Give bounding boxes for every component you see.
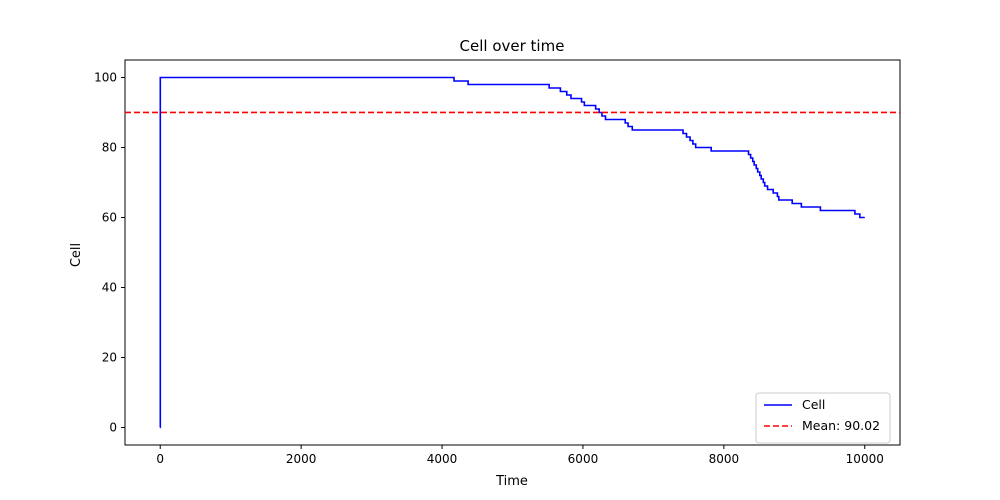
y-tick-label: 100 [94,71,117,85]
x-axis-label: Time [495,474,528,489]
legend: Cell Mean: 90.02 [755,392,891,444]
chart-title: Cell over time [460,37,565,55]
x-tick-label: 10000 [846,452,884,466]
x-tick-label: 6000 [568,452,599,466]
series-line-cell [159,76,865,429]
y-tick-label: 40 [102,281,117,295]
plot-frame [124,59,901,446]
y-tick-label: 20 [102,351,117,365]
series-layer [125,76,900,429]
x-tick-label: 0 [156,452,164,466]
legend-label-cell: Cell [802,397,825,412]
legend-label-mean: Mean: 90.02 [802,418,880,433]
x-tick-label: 4000 [427,452,458,466]
y-tick-label: 0 [109,421,117,435]
y-axis-label: Cell [69,243,84,267]
x-tick-label: 2000 [286,452,317,466]
y-tick-label: 80 [102,141,117,155]
y-axis-ticks: 0 20 40 60 80 100 [94,71,125,435]
plot-area: 0 2000 4000 6000 8000 10000 0 20 40 60 80 100 [94,59,901,466]
x-tick-label: 8000 [709,452,740,466]
x-axis-ticks: 0 2000 4000 6000 8000 10000 [156,445,884,466]
y-tick-label: 60 [102,211,117,225]
